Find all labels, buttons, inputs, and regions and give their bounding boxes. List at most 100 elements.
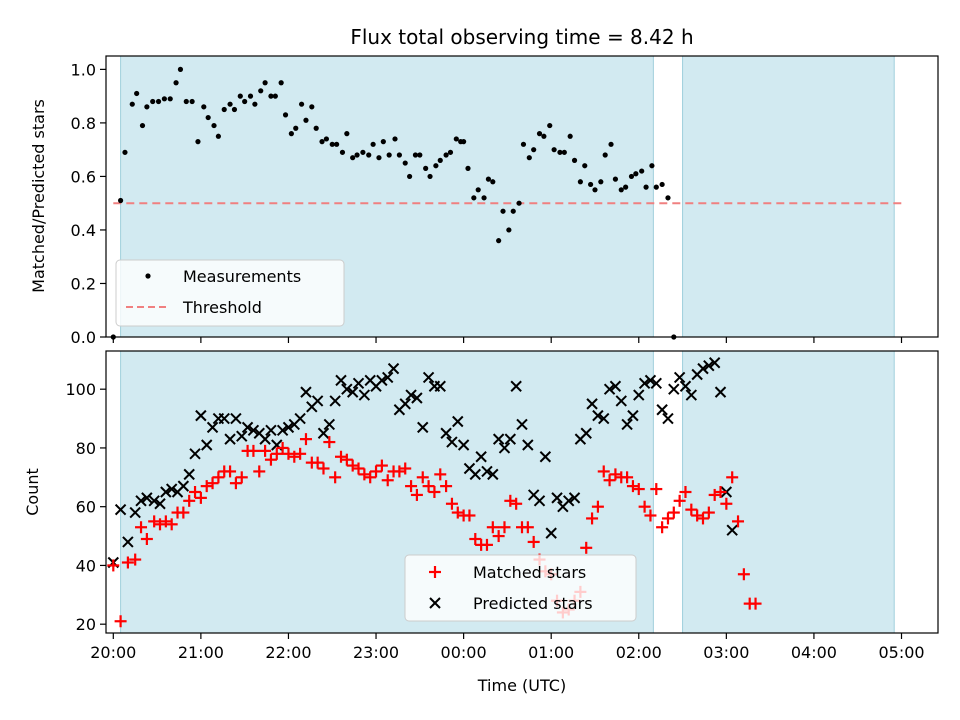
- measurement-point: [516, 200, 522, 206]
- predicted-star-point: [129, 506, 141, 519]
- predicted-star-point: [341, 383, 353, 395]
- predicted-star-point: [615, 395, 627, 407]
- matched-star-point: [702, 506, 715, 519]
- matched-star-point: [276, 441, 289, 454]
- measurement-point: [215, 133, 221, 139]
- measurement-point: [643, 184, 649, 190]
- measurement-point: [531, 147, 537, 153]
- matched-star-point: [410, 488, 423, 501]
- predicted-star-point: [522, 439, 534, 451]
- measurement-point: [339, 149, 346, 155]
- matched-star-point: [480, 538, 493, 551]
- predicted-star-point: [224, 433, 236, 445]
- predicted-star-point: [627, 409, 639, 422]
- matched-star-point: [405, 480, 418, 493]
- predicted-star-point: [510, 380, 522, 392]
- measurement-point: [510, 208, 516, 214]
- matched-star-point: [183, 494, 196, 507]
- legend-predicted-marker: [429, 597, 441, 609]
- measurement-point: [402, 160, 408, 166]
- matched-star-point: [434, 468, 447, 481]
- predicted-star-point: [405, 389, 417, 401]
- measurement-point: [268, 93, 274, 99]
- predicted-star-point: [201, 439, 213, 451]
- measurement-point: [211, 122, 217, 129]
- measurement-point: [161, 96, 167, 102]
- bottom-panel: 20 40 60 80 100 20:00 21:00 22:00 23:00 00:00 01:…: [23, 350, 939, 695]
- matched-star-point: [135, 521, 148, 534]
- measurement-point: [189, 98, 195, 105]
- matched-star-point: [224, 465, 237, 478]
- predicted-star-point: [335, 374, 347, 387]
- matched-star-point: [370, 465, 383, 478]
- measurement-point: [628, 173, 635, 180]
- measurement-point: [485, 176, 492, 182]
- matched-star-point: [673, 494, 686, 507]
- matched-star-point: [299, 433, 312, 446]
- predicted-star-point: [714, 386, 727, 398]
- predicted-star-point: [399, 398, 411, 410]
- measurement-point: [293, 125, 299, 131]
- predicted-star-point: [603, 383, 616, 395]
- matched-star-point: [107, 559, 120, 572]
- measurement-point: [649, 163, 655, 169]
- matched-star-point: [597, 465, 610, 478]
- predicted-star-point: [154, 498, 166, 510]
- measurement-point: [386, 152, 392, 158]
- measurement-point: [334, 141, 340, 147]
- measurement-point: [231, 106, 238, 113]
- matched-star-point: [726, 471, 739, 484]
- predicted-star-point: [376, 374, 388, 387]
- matched-star-point: [685, 503, 698, 516]
- measurement-point: [177, 66, 184, 72]
- measurement-point: [407, 173, 413, 180]
- measurement-point: [618, 187, 624, 193]
- top-legend: Measurements Threshold: [115, 259, 345, 327]
- predicted-star-point: [662, 412, 674, 425]
- measurement-point: [536, 131, 543, 137]
- measurement-point: [139, 122, 146, 129]
- matched-star-point: [340, 453, 353, 466]
- measurement-point: [547, 122, 553, 129]
- predicted-star-point: [276, 424, 289, 437]
- measurement-point: [437, 157, 443, 163]
- predicted-star-point: [580, 427, 592, 439]
- measurement-point: [183, 98, 189, 105]
- measurement-point: [117, 197, 124, 204]
- y-tick-label: 1.0: [71, 60, 96, 79]
- predicted-star-point: [440, 427, 452, 439]
- predicted-star-point: [656, 404, 668, 416]
- predicted-star-point: [446, 436, 458, 448]
- matched-star-point: [323, 436, 336, 449]
- predicted-star-point: [469, 468, 481, 481]
- measurement-point: [392, 136, 398, 142]
- predicted-star-point: [114, 503, 127, 516]
- bottom-plot-frame: [105, 350, 939, 634]
- top-plot-frame: [105, 55, 939, 338]
- x-tick-label: 03:00: [703, 643, 749, 662]
- matched-star-point: [696, 512, 709, 525]
- top-x-ticks: [112, 337, 903, 343]
- matched-star-point: [416, 471, 429, 484]
- matched-star-point: [521, 521, 534, 534]
- predicted-star-point: [434, 380, 446, 392]
- predicted-star-point: [311, 395, 324, 407]
- predicted-star-point: [539, 451, 552, 463]
- matched-star-point: [311, 456, 324, 469]
- x-tick-label: 04:00: [791, 643, 837, 662]
- matched-star-point: [732, 515, 745, 528]
- measurement-point: [412, 152, 419, 158]
- x-tick-label: 01:00: [528, 643, 574, 662]
- bottom-legend: Matched stars Predicted stars: [404, 554, 637, 622]
- bottom-x-ticks: 20:00 21:00 22:00 23:00 00:00 01:00 02:00 03:00…: [90, 633, 925, 662]
- matched-star-point: [527, 535, 540, 548]
- matched-star-point: [621, 471, 634, 484]
- measurement-point: [205, 114, 211, 121]
- count-points: [107, 357, 762, 628]
- y-tick-label: 60: [76, 498, 96, 517]
- measurement-point: [427, 173, 433, 180]
- predicted-star-point: [457, 439, 470, 451]
- predicted-star-point: [551, 492, 563, 504]
- matched-star-point: [638, 500, 651, 513]
- matched-star-point: [510, 497, 523, 510]
